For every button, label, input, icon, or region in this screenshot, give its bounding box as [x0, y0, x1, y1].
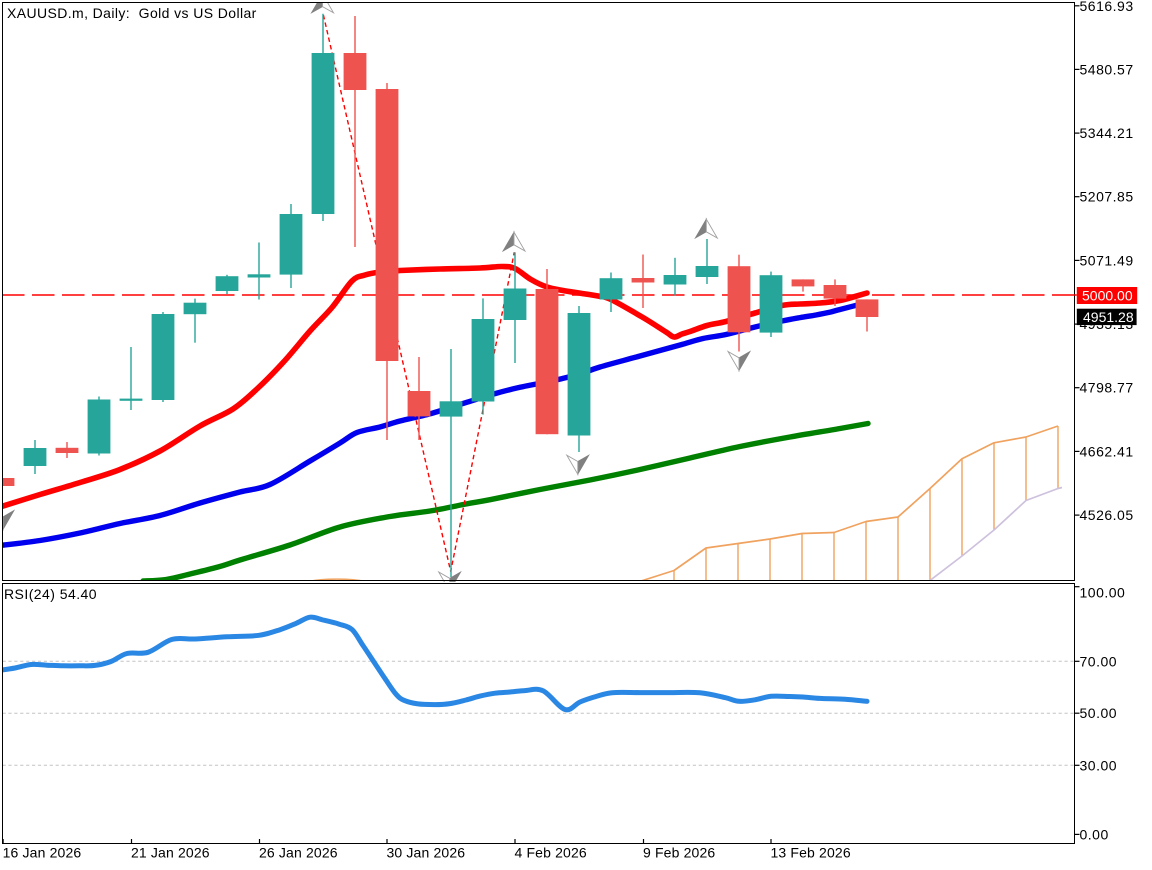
svg-text:5344.21: 5344.21	[1080, 125, 1134, 141]
svg-text:70.00: 70.00	[1080, 653, 1118, 669]
svg-text:4526.05: 4526.05	[1080, 507, 1134, 523]
svg-text:9 Feb 2026: 9 Feb 2026	[643, 845, 715, 861]
svg-text:16 Jan 2026: 16 Jan 2026	[3, 845, 82, 861]
svg-text:4662.41: 4662.41	[1080, 443, 1134, 459]
svg-text:RSI(24) 54.40: RSI(24) 54.40	[4, 586, 97, 602]
svg-text:0.00: 0.00	[1080, 826, 1109, 842]
svg-text:26 Jan 2026: 26 Jan 2026	[259, 845, 338, 861]
svg-text:50.00: 50.00	[1080, 705, 1118, 721]
svg-text:30.00: 30.00	[1080, 757, 1118, 773]
svg-text:5071.49: 5071.49	[1080, 252, 1134, 268]
svg-text:21 Jan 2026: 21 Jan 2026	[131, 845, 210, 861]
svg-text:5000.00: 5000.00	[1082, 288, 1133, 304]
svg-text:XAUUSD.m, Daily: Gold vs US D: XAUUSD.m, Daily: Gold vs US Dollar	[7, 5, 257, 21]
svg-text:100.00: 100.00	[1080, 585, 1126, 601]
svg-text:13 Feb 2026: 13 Feb 2026	[771, 845, 851, 861]
svg-text:4 Feb 2026: 4 Feb 2026	[515, 845, 587, 861]
svg-text:30 Jan 2026: 30 Jan 2026	[387, 845, 466, 861]
svg-text:5616.93: 5616.93	[1080, 0, 1134, 14]
svg-text:5480.57: 5480.57	[1080, 61, 1134, 77]
svg-text:4951.28: 4951.28	[1083, 309, 1134, 325]
svg-text:4798.77: 4798.77	[1080, 380, 1134, 396]
svg-text:5207.85: 5207.85	[1080, 189, 1134, 205]
